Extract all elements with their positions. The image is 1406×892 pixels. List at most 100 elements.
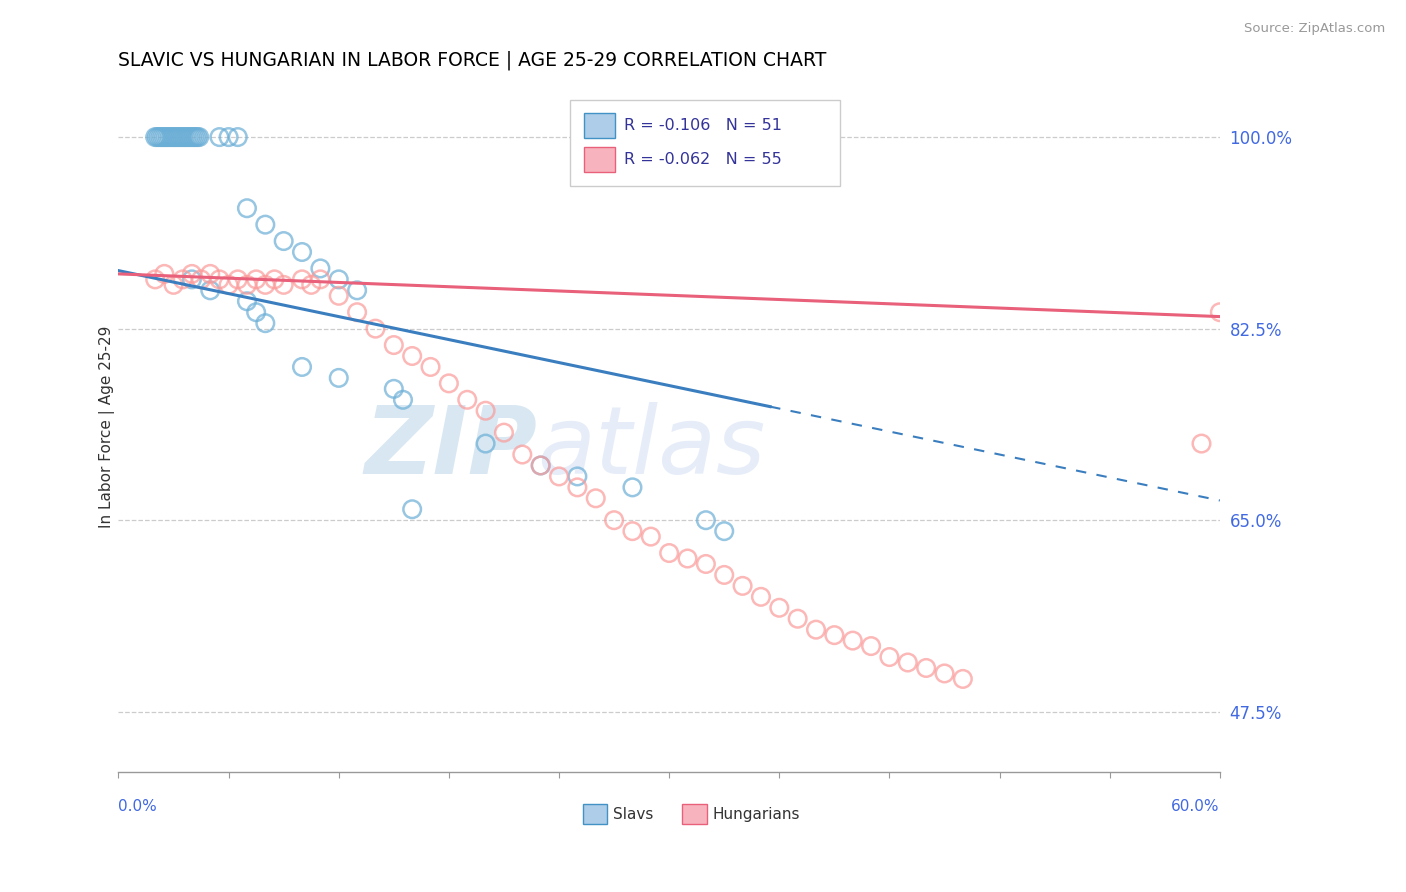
Point (162, 130, 184, 145)
Point (291, 359, 314, 374)
Point (567, 469, 589, 483)
Point (934, 666, 956, 681)
Point (1209, 305, 1232, 319)
Point (897, 656, 920, 670)
Point (952, 672, 974, 686)
Point (184, 130, 207, 145)
Point (291, 272, 314, 286)
Point (309, 261, 332, 276)
Point (218, 277, 240, 292)
Point (273, 277, 295, 292)
Point (245, 272, 267, 286)
Point (713, 524, 735, 538)
Text: Source: ZipAtlas.com: Source: ZipAtlas.com (1244, 22, 1385, 36)
Point (841, 633, 863, 648)
Point (401, 502, 423, 516)
Point (676, 551, 699, 566)
Point (165, 130, 187, 145)
Point (695, 557, 717, 571)
Point (179, 130, 201, 145)
Point (153, 130, 176, 145)
Point (621, 524, 644, 538)
Point (157, 130, 180, 145)
Point (346, 283, 368, 297)
Point (804, 623, 827, 637)
Point (236, 294, 259, 309)
Point (456, 392, 478, 407)
Point (155, 130, 177, 145)
Point (291, 245, 314, 260)
Point (236, 277, 259, 292)
Point (153, 267, 176, 281)
Point (172, 272, 194, 286)
Point (170, 130, 193, 145)
Text: 60.0%: 60.0% (1171, 799, 1220, 814)
Point (530, 458, 553, 473)
Point (392, 392, 415, 407)
Text: Slavs: Slavs (613, 806, 654, 822)
FancyBboxPatch shape (569, 100, 839, 186)
FancyBboxPatch shape (583, 805, 607, 823)
Point (167, 130, 190, 145)
Point (860, 639, 883, 653)
Point (149, 130, 172, 145)
Point (309, 272, 332, 286)
Point (273, 234, 295, 248)
Point (346, 305, 368, 319)
Point (713, 568, 735, 582)
Text: Hungarians: Hungarians (711, 806, 800, 822)
Point (640, 530, 662, 544)
Point (160, 130, 183, 145)
Point (143, 130, 166, 145)
Point (419, 359, 441, 374)
Point (364, 321, 387, 335)
Text: 0.0%: 0.0% (118, 799, 157, 814)
Point (658, 546, 681, 560)
Point (173, 130, 195, 145)
Point (328, 272, 350, 286)
Point (382, 382, 405, 396)
Point (382, 338, 405, 352)
Point (299, 277, 322, 292)
Point (218, 130, 240, 145)
Point (162, 277, 184, 292)
Text: R = -0.106   N = 51: R = -0.106 N = 51 (624, 118, 782, 133)
Point (177, 130, 200, 145)
Point (146, 130, 169, 145)
Point (254, 316, 277, 330)
Point (183, 130, 205, 145)
Point (190, 272, 212, 286)
Point (186, 130, 208, 145)
Point (585, 491, 607, 506)
Point (731, 579, 754, 593)
Point (1191, 436, 1213, 450)
Point (621, 480, 644, 494)
Point (530, 458, 553, 473)
Point (823, 628, 845, 642)
Point (180, 272, 202, 286)
Point (786, 612, 808, 626)
FancyBboxPatch shape (585, 112, 616, 137)
Point (152, 130, 174, 145)
Point (263, 272, 285, 286)
Point (208, 272, 231, 286)
Point (148, 130, 170, 145)
Point (474, 403, 496, 417)
Point (188, 130, 211, 145)
FancyBboxPatch shape (682, 805, 707, 823)
Point (915, 661, 938, 675)
Point (492, 425, 515, 440)
Point (172, 130, 194, 145)
Point (176, 130, 198, 145)
FancyBboxPatch shape (585, 147, 616, 172)
Point (208, 130, 231, 145)
Point (328, 289, 350, 303)
Point (143, 272, 166, 286)
Point (245, 305, 267, 319)
Point (226, 272, 249, 286)
Point (510, 448, 533, 462)
Text: R = -0.062   N = 55: R = -0.062 N = 55 (624, 152, 782, 167)
Point (200, 283, 222, 297)
Point (180, 130, 202, 145)
Point (159, 130, 181, 145)
